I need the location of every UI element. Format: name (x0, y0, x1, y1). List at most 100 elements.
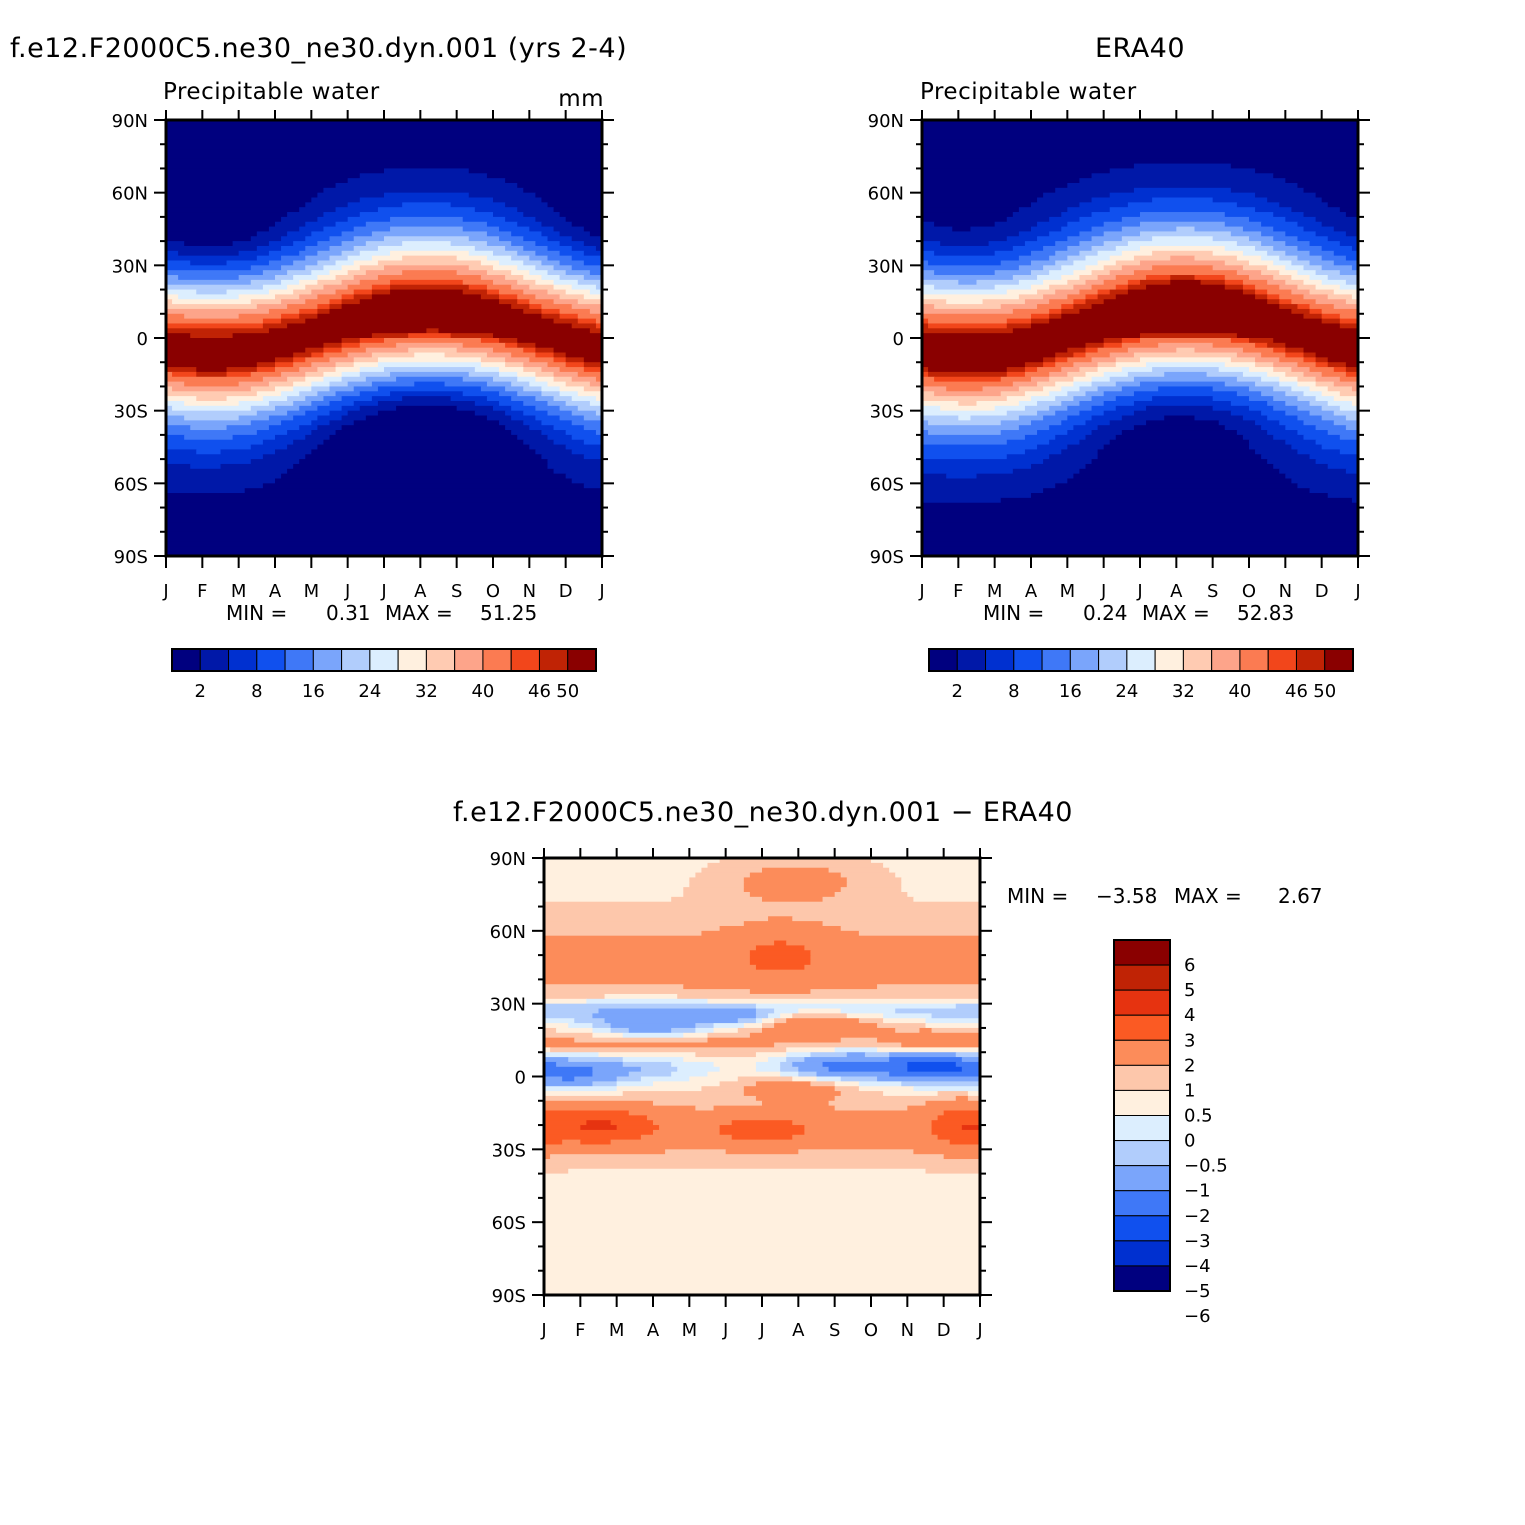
contour-cell (1109, 420, 1147, 426)
contour-cell (1236, 241, 1262, 247)
contour-cell (725, 1149, 799, 1155)
x-tick-label: J (1136, 581, 1142, 602)
contour-cell (196, 371, 228, 378)
contour-cell (1291, 386, 1311, 392)
contour-cell (1309, 367, 1335, 373)
contour-cell (408, 347, 458, 354)
contour-cell (922, 129, 1358, 136)
contour-cell (583, 425, 602, 431)
contour-cell (559, 386, 585, 392)
contour-cell (1049, 425, 1074, 431)
contour-cell (456, 270, 488, 276)
contour-cell (474, 367, 500, 373)
contour-cell (359, 265, 385, 271)
contour-cell (922, 294, 1020, 300)
contour-cell (281, 420, 312, 426)
contour-cell (840, 1037, 878, 1044)
contour-cell (547, 400, 567, 407)
contour-cell (565, 216, 602, 223)
contour-cell (1097, 362, 1117, 368)
contour-cell (577, 371, 602, 378)
contour-cell (1031, 284, 1050, 291)
contour-cell (1152, 236, 1214, 242)
contour-cell (922, 265, 1020, 271)
contour-cell (1333, 410, 1358, 417)
contour-cell (268, 289, 294, 295)
contour-cell (523, 260, 543, 266)
contour-cell (1273, 367, 1292, 373)
contour-cell (544, 1159, 980, 1165)
contour-cell (335, 367, 361, 373)
contour-cell (293, 400, 312, 407)
contour-cell (877, 1076, 980, 1082)
contour-cell (1067, 371, 1087, 378)
contour-cell (1031, 493, 1329, 499)
contour-cell (220, 463, 294, 470)
contour-cell (1315, 459, 1358, 465)
contour-cell (256, 231, 288, 237)
contour-cell (1067, 444, 1105, 451)
contour-cell (544, 1154, 551, 1160)
contour-cell (1351, 497, 1358, 504)
contour-cell (377, 275, 482, 281)
contour-cell (353, 362, 379, 368)
contour-cell (955, 1095, 969, 1102)
contour-cell (922, 231, 1020, 237)
contour-cell (166, 231, 258, 237)
contour-cell (994, 250, 1032, 257)
contour-cell (402, 270, 458, 276)
x-tick-label: J (344, 581, 350, 602)
contour-cell (743, 877, 848, 883)
contour-cell (544, 1066, 594, 1073)
contour-cell (523, 367, 543, 373)
contour-cell (1339, 284, 1358, 291)
contour-cell (922, 120, 1358, 126)
contour-cell (1327, 386, 1353, 392)
contour-cell (505, 410, 524, 417)
contour-cell (571, 265, 602, 271)
contour-cell (1267, 299, 1280, 305)
colorbar-swatch (199, 648, 230, 672)
contour-cell (166, 236, 252, 242)
y-tick-label: 30N (112, 256, 148, 277)
colorbar-swatch (1182, 648, 1213, 672)
contour-cell (1115, 434, 1244, 441)
contour-cell (238, 275, 276, 281)
contour-cell (544, 940, 775, 946)
contour-cell (371, 294, 482, 300)
contour-cell (1255, 381, 1280, 388)
contour-cell (1085, 347, 1099, 354)
contour-cell (256, 367, 276, 373)
contour-cell (166, 386, 173, 392)
contour-cell (1079, 241, 1105, 247)
contour-cell (1255, 207, 1292, 213)
contour-cell (1236, 430, 1268, 436)
contour-cell (323, 376, 343, 383)
contour-cell (529, 444, 567, 451)
contour-cell (1024, 405, 1050, 412)
contour-cell (166, 149, 602, 155)
contour-cell (1079, 386, 1099, 392)
contour-cell (317, 275, 337, 281)
panel-model-variable: Precipitable water (163, 79, 380, 105)
contour-cell (922, 197, 1038, 203)
contour-cell (1212, 342, 1256, 349)
contour-cell (544, 998, 587, 1005)
contour-cell (341, 299, 361, 305)
contour-cell (305, 318, 555, 325)
colorbar-swatch (1113, 1014, 1171, 1041)
contour-cell (743, 1091, 842, 1097)
contour-cell (547, 270, 567, 276)
contour-cell (317, 304, 331, 310)
contour-cell (505, 362, 524, 368)
contour-cell (1273, 260, 1292, 266)
contour-cell (535, 352, 555, 358)
contour-cell (922, 226, 953, 233)
contour-cell (553, 226, 585, 233)
contour-cell (922, 415, 959, 421)
contour-cell (166, 420, 252, 426)
colorbar-swatch (985, 648, 1015, 672)
contour-cell (1291, 478, 1358, 484)
colorbar-swatch (1267, 648, 1297, 672)
